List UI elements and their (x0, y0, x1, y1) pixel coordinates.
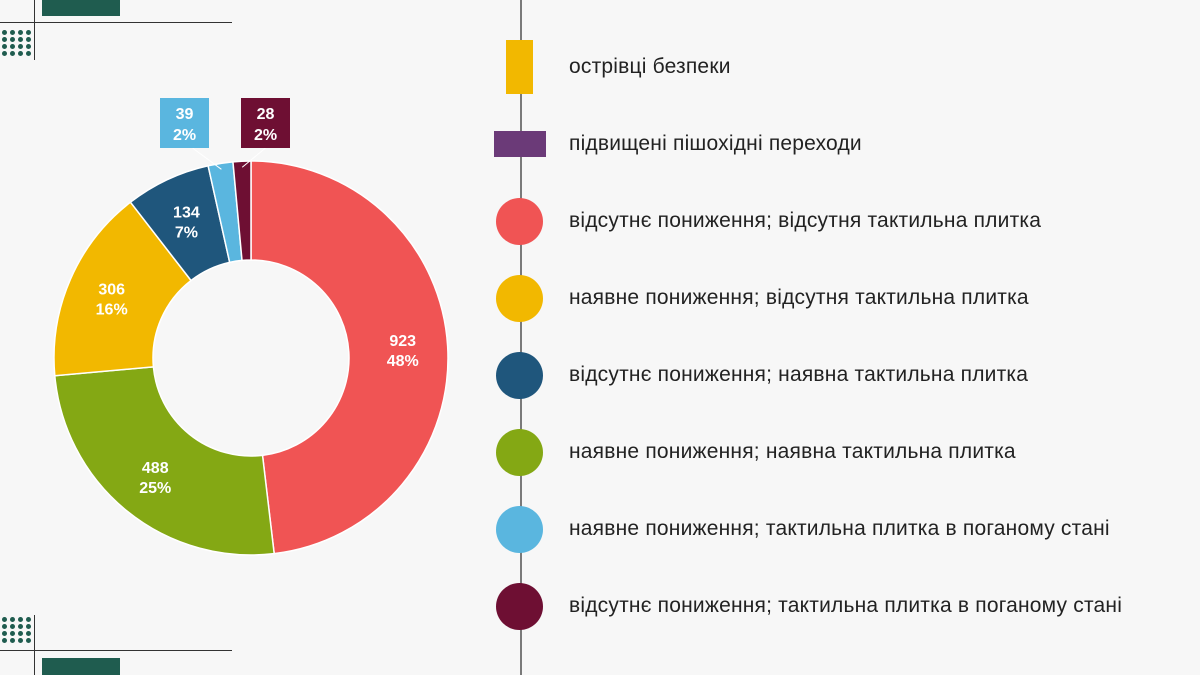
legend-label: острівці безпеки (569, 55, 731, 78)
legend-label: відсутнє пониження; тактильна плитка в п… (569, 594, 1123, 617)
callout-leader-line (192, 147, 222, 170)
legend-label: наявне пониження; тактильна плитка в пог… (569, 517, 1110, 540)
slice-value-label: 306 (98, 281, 125, 298)
decor-vline-bottom (34, 615, 35, 675)
legend-label: наявне пониження; відсутня тактильна пли… (569, 286, 1029, 309)
slice-value-label: 39 (176, 106, 194, 123)
legend-item-raised-crossings: підвищені пішохідні переходи (492, 117, 1192, 171)
legend-label: відсутнє пониження; відсутня тактильна п… (569, 209, 1042, 232)
legend-item-no-ramp-no-tile: відсутнє пониження; відсутня тактильна п… (492, 194, 1192, 248)
legend-swatch (506, 40, 533, 94)
decor-dots-top (2, 30, 31, 56)
slice-percent-label: 2% (173, 127, 196, 144)
vertical-divider (520, 0, 522, 675)
decor-line-top (0, 22, 232, 23)
callout-leader-line (241, 147, 266, 168)
decor-line-bottom (0, 650, 232, 651)
legend-swatch (496, 352, 543, 399)
slice-percent-label: 48% (387, 353, 419, 370)
callout-box (160, 98, 209, 148)
legend-swatch (496, 275, 543, 322)
donut-slice-0 (250, 160, 449, 555)
donut-slice-5 (232, 160, 252, 262)
slice-percent-label: 16% (96, 301, 128, 318)
legend-item-no-ramp-tile: відсутнє пониження; наявна тактильна пли… (492, 348, 1192, 402)
donut-callouts: 39 2% 28 2% (160, 98, 290, 170)
donut-slices (53, 160, 449, 556)
chart-legend: острівці безпеки підвищені пішохідні пер… (492, 0, 1200, 675)
legend-item-ramp-tile: наявне пониження; наявна тактильна плитк… (492, 425, 1192, 479)
decor-bar-top (42, 0, 120, 16)
slice-value-label: 488 (142, 460, 169, 477)
slice-percent-label: 2% (254, 127, 277, 144)
decor-dots-bottom (2, 617, 31, 643)
legend-swatch (494, 131, 546, 157)
legend-label: відсутнє пониження; наявна тактильна пли… (569, 363, 1029, 386)
legend-swatch (496, 506, 543, 553)
legend-item-ramp-bad-tile: наявне пониження; тактильна плитка в пог… (492, 502, 1192, 556)
slice-value-label: 923 (389, 333, 416, 350)
slice-value-label: 28 (257, 106, 275, 123)
callout-box (241, 98, 290, 148)
legend-swatch (496, 198, 543, 245)
donut-chart: 39 2% 28 2% 923 48% 488 25% 306 16% 134 7% (53, 98, 449, 556)
slice-percent-label: 7% (175, 224, 198, 241)
legend-swatch (496, 429, 543, 476)
legend-item-no-ramp-bad-tile: відсутнє пониження; тактильна плитка в п… (492, 579, 1192, 633)
legend-item-ramp-no-tile: наявне пониження; відсутня тактильна пли… (492, 271, 1192, 325)
legend-label: наявне пониження; наявна тактильна плитк… (569, 440, 1016, 463)
donut-slice-1 (53, 366, 276, 556)
legend-swatch (496, 583, 543, 630)
decor-bar-bottom (42, 658, 120, 675)
slice-value-label: 134 (173, 204, 200, 221)
decor-vline-top (34, 0, 35, 60)
donut-slice-2 (53, 201, 193, 377)
legend-item-safety-islands: острівці безпеки (492, 40, 1192, 94)
legend-label: підвищені пішохідні переходи (569, 132, 862, 155)
donut-labels: 923 48% 488 25% 306 16% 134 7% (96, 204, 419, 497)
slice-percent-label: 25% (139, 480, 171, 497)
